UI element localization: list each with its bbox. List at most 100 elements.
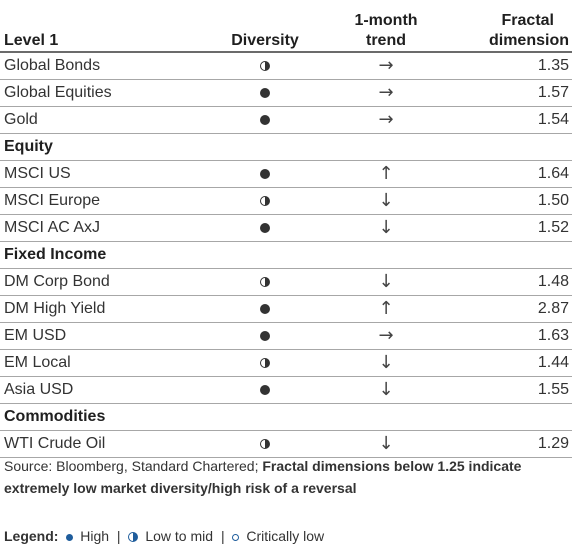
diversity-cell <box>200 349 330 377</box>
section-row: Equity <box>0 133 572 161</box>
trend-cell: → <box>330 322 442 350</box>
diversity-half-circle-icon <box>260 195 270 206</box>
arrow-down-icon: ↓ <box>378 351 394 373</box>
arrow-down-icon: ↓ <box>378 270 394 292</box>
asset-name: MSCI Europe <box>0 187 200 215</box>
footnote-note: Fractal dimensions below 1.25 indicate e… <box>4 458 522 496</box>
trend-cell: ↓ <box>330 187 442 215</box>
table-header-row: Level 1 Diversity 1-month trend Fractal … <box>0 0 572 53</box>
diversity-cell <box>200 376 330 404</box>
fractal-dimension-table: Level 1 Diversity 1-month trend Fractal … <box>0 0 572 458</box>
table-row: MSCI Europe ↓ 1.50 <box>0 187 572 215</box>
fractal-value: 1.44 <box>442 349 572 377</box>
asset-name: Gold <box>0 106 200 134</box>
header-diversity: Diversity <box>200 0 330 53</box>
asset-name: DM Corp Bond <box>0 268 200 296</box>
diversity-cell <box>200 79 330 107</box>
legend-title: Legend: <box>4 528 59 544</box>
legend: Legend: High | Low to mid | Critically l… <box>4 526 568 546</box>
table-row: DM Corp Bond ↓ 1.48 <box>0 268 572 296</box>
diversity-cell <box>200 160 330 188</box>
section-row: Commodities <box>0 403 572 431</box>
diversity-cell <box>200 52 330 80</box>
section-title: Fixed Income <box>0 241 572 269</box>
asset-name: Global Bonds <box>0 52 200 80</box>
diversity-half-circle-icon <box>260 276 270 287</box>
header-fractal-line2: dimension <box>488 32 569 49</box>
diversity-half-circle-icon <box>260 357 270 368</box>
asset-name: Global Equities <box>0 79 200 107</box>
table-row: Global Equities → 1.57 <box>0 79 572 107</box>
header-fractal: Fractal dimension <box>442 0 572 53</box>
diversity-full-circle-icon <box>260 114 270 125</box>
legend-separator: | <box>220 528 225 544</box>
asset-name: WTI Crude Oil <box>0 430 200 458</box>
diversity-cell <box>200 214 330 242</box>
fractal-value: 2.87 <box>442 295 572 323</box>
diversity-cell <box>200 187 330 215</box>
fractal-value: 1.48 <box>442 268 572 296</box>
table-row: Gold → 1.54 <box>0 106 572 134</box>
diversity-cell <box>200 322 330 350</box>
arrow-down-icon: ↓ <box>378 378 394 400</box>
table-row: Asia USD ↓ 1.55 <box>0 376 572 404</box>
table-row: EM USD → 1.63 <box>0 322 572 350</box>
asset-name: DM High Yield <box>0 295 200 323</box>
asset-name: EM Local <box>0 349 200 377</box>
diversity-cell <box>200 106 330 134</box>
section-title: Equity <box>0 133 572 161</box>
legend-high-label: High <box>80 528 110 544</box>
diversity-full-circle-icon <box>260 384 270 395</box>
trend-cell: ↓ <box>330 214 442 242</box>
header-fractal-line1: Fractal <box>501 12 554 29</box>
asset-name: MSCI AC AxJ <box>0 214 200 242</box>
arrow-down-icon: ↓ <box>378 432 394 454</box>
section-title: Commodities <box>0 403 572 431</box>
table-row: EM Local ↓ 1.44 <box>0 349 572 377</box>
fractal-value: 1.55 <box>442 376 572 404</box>
fractal-value: 1.57 <box>442 79 572 107</box>
legend-critically-low-label: Critically low <box>246 528 325 544</box>
trend-cell: → <box>330 52 442 80</box>
diversity-cell <box>200 295 330 323</box>
diversity-half-circle-icon <box>260 60 270 71</box>
asset-name: Asia USD <box>0 376 200 404</box>
trend-cell: ↑ <box>330 295 442 323</box>
trend-cell: → <box>330 106 442 134</box>
trend-cell: ↓ <box>330 430 442 458</box>
header-trend-line2: trend <box>366 32 406 49</box>
table-body: Global Bonds → 1.35 Global Equities → 1.57 Gol… <box>0 52 572 458</box>
fractal-value: 1.29 <box>442 430 572 458</box>
arrow-right-icon: → <box>378 108 394 130</box>
header-level: Level 1 <box>0 0 200 53</box>
arrow-right-icon: → <box>378 81 394 103</box>
header-trend-line1: 1-month <box>354 12 418 29</box>
trend-cell: ↓ <box>330 268 442 296</box>
diversity-full-circle-icon <box>260 330 270 341</box>
diversity-half-circle-icon <box>260 438 270 449</box>
trend-cell: ↓ <box>330 376 442 404</box>
asset-name: MSCI US <box>0 160 200 188</box>
header-trend: 1-month trend <box>330 0 442 53</box>
diversity-cell <box>200 430 330 458</box>
trend-cell: → <box>330 79 442 107</box>
table-row: MSCI US ↑ 1.64 <box>0 160 572 188</box>
arrow-down-icon: ↓ <box>378 216 394 238</box>
diversity-full-circle-icon <box>260 168 270 179</box>
fractal-value: 1.50 <box>442 187 572 215</box>
diversity-cell <box>200 268 330 296</box>
legend-high-marker-icon <box>66 533 74 541</box>
fractal-value: 1.63 <box>442 322 572 350</box>
table-row: DM High Yield ↑ 2.87 <box>0 295 572 323</box>
fractal-value: 1.52 <box>442 214 572 242</box>
fractal-value: 1.64 <box>442 160 572 188</box>
table-row: MSCI AC AxJ ↓ 1.52 <box>0 214 572 242</box>
diversity-full-circle-icon <box>260 87 270 98</box>
legend-low-to-mid-marker-icon <box>128 532 139 543</box>
arrow-up-icon: ↑ <box>378 297 394 319</box>
section-row: Fixed Income <box>0 241 572 269</box>
arrow-down-icon: ↓ <box>378 189 394 211</box>
arrow-up-icon: ↑ <box>378 162 394 184</box>
legend-low-to-mid-label: Low to mid <box>145 528 214 544</box>
